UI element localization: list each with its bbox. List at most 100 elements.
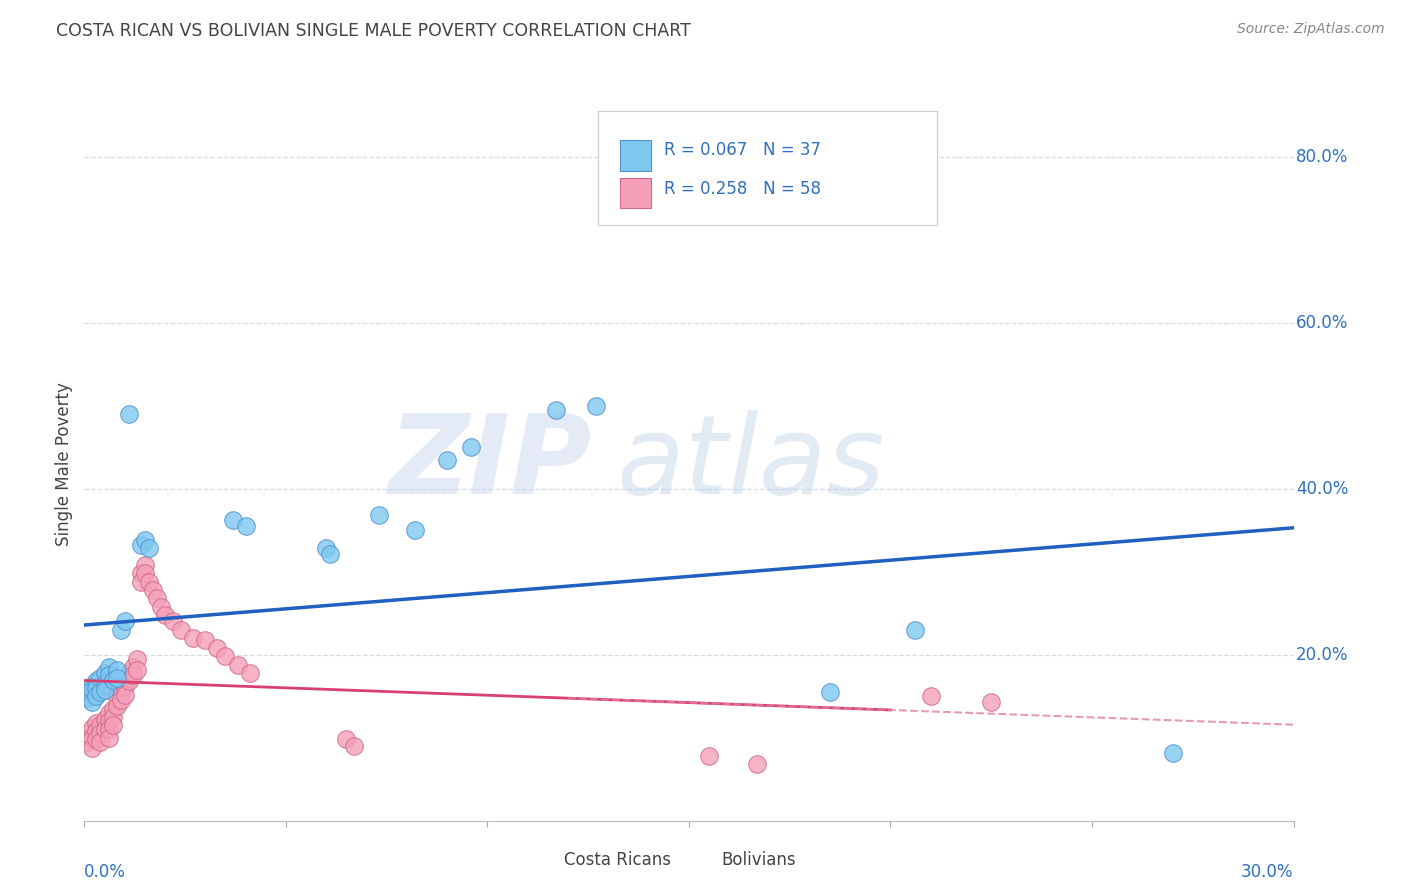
Point	[170, 623, 193, 637]
Point	[343, 739, 366, 753]
Point	[77, 735, 100, 749]
Point	[194, 632, 217, 647]
Point	[214, 649, 236, 664]
Point	[134, 566, 156, 581]
Point	[82, 679, 104, 693]
Text: Source: ZipAtlas.com: Source: ZipAtlas.com	[1237, 22, 1385, 37]
Point	[980, 695, 1002, 709]
FancyBboxPatch shape	[686, 847, 718, 872]
Point	[101, 710, 124, 724]
Point	[77, 690, 100, 705]
Point	[105, 690, 128, 705]
FancyBboxPatch shape	[599, 111, 936, 225]
Point	[86, 724, 108, 739]
Point	[904, 623, 927, 637]
Point	[114, 615, 136, 629]
Point	[93, 677, 115, 691]
Point	[97, 723, 120, 737]
Point	[114, 671, 136, 685]
Point	[121, 660, 143, 674]
Point	[697, 748, 720, 763]
Point	[460, 440, 482, 454]
Point	[436, 452, 458, 467]
Point	[181, 631, 204, 645]
Point	[97, 731, 120, 745]
Point	[101, 701, 124, 715]
Point	[129, 538, 152, 552]
Point	[114, 679, 136, 693]
Point	[134, 533, 156, 548]
FancyBboxPatch shape	[620, 140, 651, 170]
Point	[125, 652, 148, 666]
Point	[1161, 746, 1184, 760]
Point	[207, 641, 229, 656]
Point	[129, 566, 152, 581]
Point	[97, 660, 120, 674]
Text: atlas: atlas	[616, 410, 884, 517]
Text: 30.0%: 30.0%	[1241, 863, 1294, 881]
Point	[747, 757, 769, 772]
Point	[920, 689, 942, 703]
Point	[319, 547, 342, 561]
Point	[82, 721, 104, 735]
Point	[315, 541, 337, 556]
Point	[93, 665, 115, 680]
Point	[142, 582, 165, 597]
Point	[82, 731, 104, 745]
Text: Bolivians: Bolivians	[721, 851, 796, 869]
Point	[239, 665, 262, 680]
Point	[404, 523, 426, 537]
Point	[86, 689, 108, 703]
Point	[77, 726, 100, 740]
Point	[134, 558, 156, 572]
Point	[153, 607, 176, 622]
Point	[105, 699, 128, 714]
Point	[110, 623, 132, 637]
Point	[118, 665, 141, 680]
Point	[235, 519, 257, 533]
Point	[818, 685, 841, 699]
Point	[114, 688, 136, 702]
Point	[97, 668, 120, 682]
Point	[97, 706, 120, 720]
Point	[97, 714, 120, 728]
Point	[105, 663, 128, 677]
FancyBboxPatch shape	[529, 847, 561, 872]
Point	[110, 677, 132, 691]
Point	[101, 718, 124, 732]
Point	[82, 740, 104, 755]
Point	[93, 713, 115, 727]
Point	[82, 682, 104, 697]
Text: ZIP: ZIP	[388, 410, 592, 517]
Point	[162, 615, 184, 629]
Point	[86, 715, 108, 730]
Point	[367, 508, 389, 523]
Point	[110, 685, 132, 699]
Point	[105, 671, 128, 685]
Text: COSTA RICAN VS BOLIVIAN SINGLE MALE POVERTY CORRELATION CHART: COSTA RICAN VS BOLIVIAN SINGLE MALE POVE…	[56, 22, 692, 40]
Point	[93, 723, 115, 737]
Text: 0.0%: 0.0%	[84, 863, 127, 881]
FancyBboxPatch shape	[620, 178, 651, 209]
Point	[335, 732, 357, 747]
Point	[89, 725, 111, 739]
Point	[149, 599, 172, 614]
Point	[86, 732, 108, 747]
Point	[118, 674, 141, 689]
Text: 40.0%: 40.0%	[1296, 480, 1348, 498]
Point	[89, 685, 111, 699]
Point	[138, 541, 160, 556]
Point	[93, 682, 115, 697]
Point	[89, 718, 111, 732]
Point	[89, 735, 111, 749]
Point	[121, 668, 143, 682]
Point	[101, 673, 124, 687]
Text: 20.0%: 20.0%	[1296, 646, 1348, 664]
Point	[89, 671, 111, 685]
Point	[129, 574, 152, 589]
Point	[222, 513, 245, 527]
Point	[138, 574, 160, 589]
Point	[585, 399, 607, 413]
Text: 80.0%: 80.0%	[1296, 148, 1348, 166]
Point	[110, 693, 132, 707]
